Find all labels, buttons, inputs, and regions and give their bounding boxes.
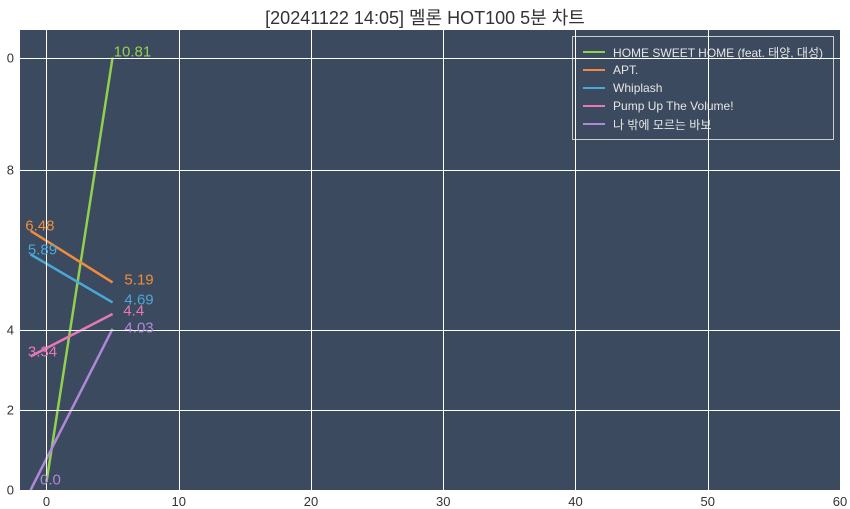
x-tick-label: 60 [833,490,847,509]
chart-title: [20241122 14:05] 멜론 HOT100 5분 차트 [0,4,850,30]
value-label: 5.89 [28,242,57,259]
value-label: 3.34 [28,344,57,361]
x-tick-label: 20 [304,490,318,509]
legend-item: Whiplash [583,79,823,97]
x-tick-label: 10 [171,490,185,509]
x-tick-label: 0 [43,490,50,509]
legend-label: 나 밖에 모르는 바보 [613,116,711,133]
value-label: 6.48 [25,218,54,235]
legend-item: APT. [583,61,823,79]
legend-item: Pump Up The Volume! [583,97,823,115]
gridline-v [575,30,576,490]
value-label: 5.19 [124,272,153,289]
legend-label: Pump Up The Volume! [613,99,734,113]
gridline-v [840,30,841,490]
value-label: 4.03 [124,320,153,337]
plot-area: HOME SWEET HOME (feat. 태양, 대성)APT.Whipla… [20,30,840,490]
legend-swatch [583,123,605,125]
value-label: 0.0 [40,472,61,489]
gridline-v [46,30,47,490]
legend-swatch [583,105,605,107]
series-line [31,254,113,302]
legend: HOME SWEET HOME (feat. 태양, 대성)APT.Whipla… [572,36,834,140]
legend-swatch [583,51,605,53]
x-tick-label: 50 [701,490,715,509]
gridline-h [20,170,840,171]
x-tick-label: 40 [568,490,582,509]
legend-item: 나 밖에 모르는 바보 [583,115,823,133]
gridline-h [20,490,840,491]
legend-label: APT. [613,63,638,77]
legend-swatch [583,69,605,71]
y-tick-label: 8 [7,163,20,178]
gridline-h [20,410,840,411]
legend-label: Whiplash [613,81,662,95]
chart-container: [20241122 14:05] 멜론 HOT100 5분 차트 HOME SW… [0,0,850,509]
y-tick-label: 0 [7,51,20,66]
value-label: 4.4 [123,302,144,319]
x-tick-label: 30 [436,490,450,509]
gridline-v [311,30,312,490]
y-tick-label: 0 [7,483,20,498]
gridline-v [179,30,180,490]
gridline-v [443,30,444,490]
gridline-v [708,30,709,490]
value-label: 10.81 [114,44,152,61]
legend-swatch [583,87,605,89]
y-tick-label: 2 [7,403,20,418]
y-tick-label: 4 [7,323,20,338]
